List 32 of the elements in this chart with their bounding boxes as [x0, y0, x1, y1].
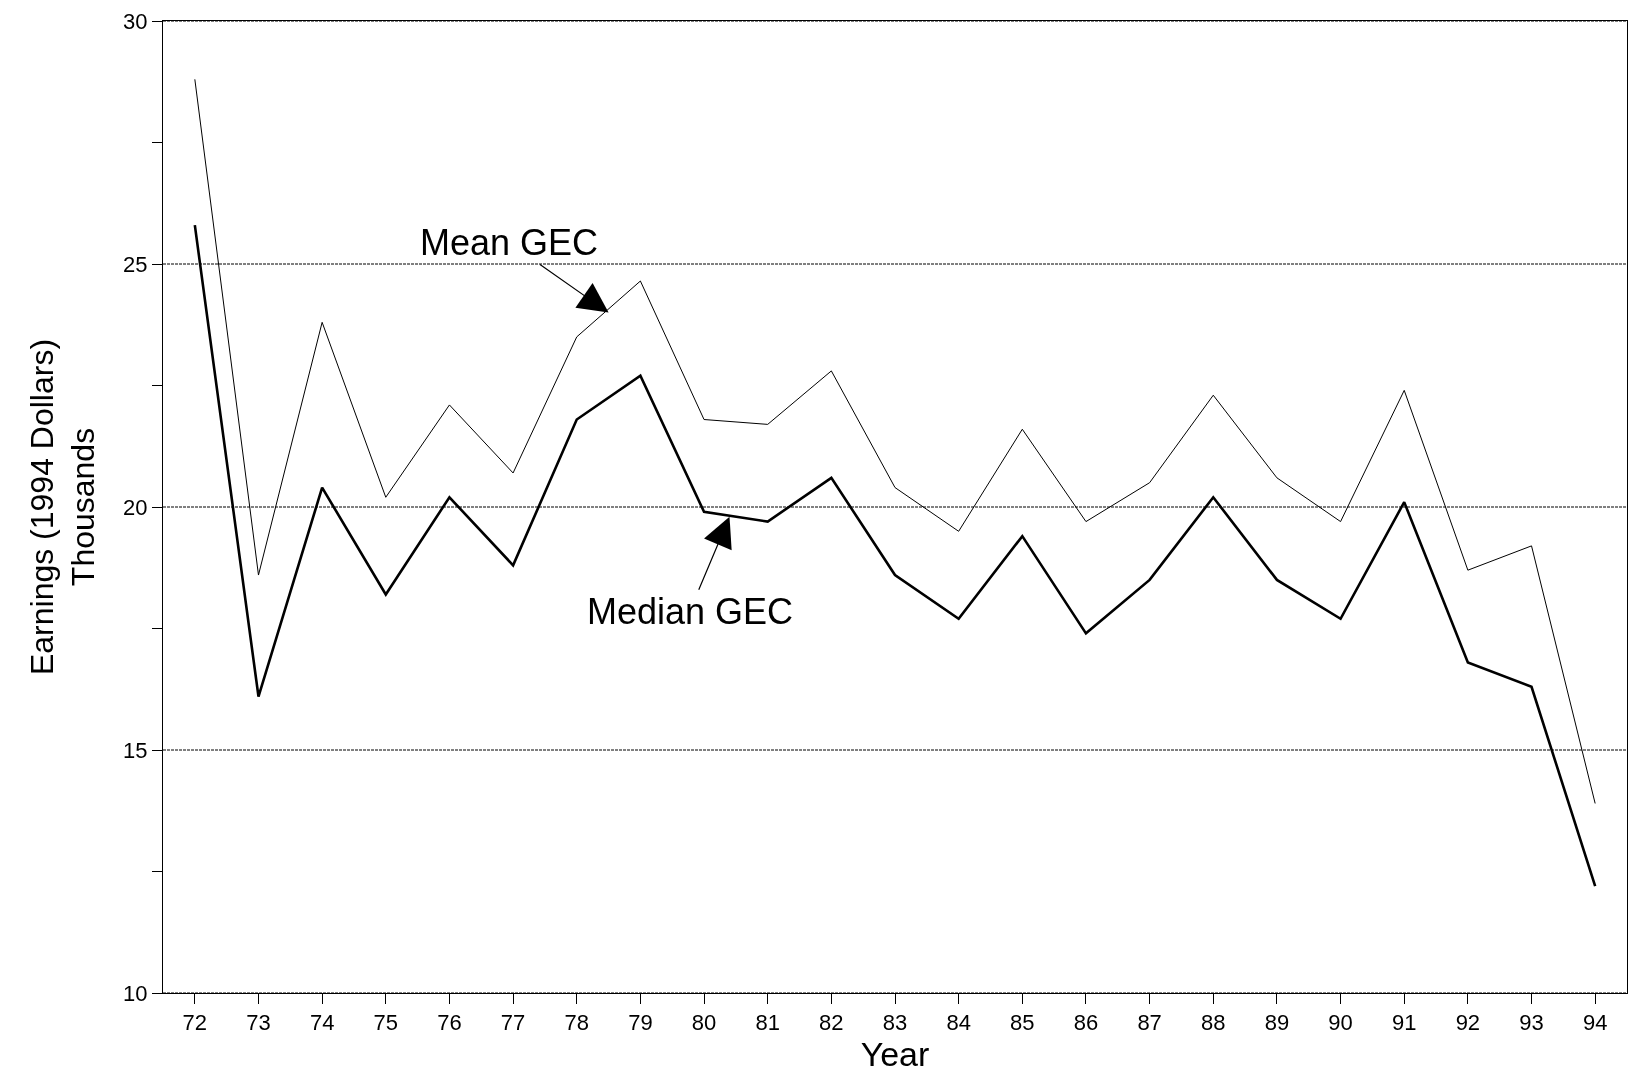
- x-tick-label: 83: [882, 1010, 908, 1036]
- x-tick-label: 86: [1073, 1010, 1099, 1036]
- x-tick-label: 91: [1391, 1010, 1417, 1036]
- x-tick-label: 74: [309, 1010, 335, 1036]
- x-tick-label: 93: [1519, 1010, 1544, 1036]
- y-tick-label: 30: [123, 8, 148, 34]
- x-tick-label: 82: [819, 1010, 844, 1036]
- x-tick-label: 79: [628, 1010, 653, 1036]
- x-tick-label: 76: [437, 1010, 462, 1036]
- x-tick-label: 88: [1201, 1010, 1226, 1036]
- annotation: Mean GEC: [420, 222, 599, 263]
- y-tick-label: 20: [123, 494, 148, 520]
- x-tick-label: 85: [1010, 1010, 1035, 1036]
- x-tick-label: 77: [500, 1010, 526, 1036]
- x-tick-label: 90: [1328, 1010, 1353, 1036]
- annotation: Median GEC: [587, 591, 794, 632]
- x-tick-label: 94: [1582, 1010, 1608, 1036]
- y-axis-title: Earnings (1994 Dollars) Thousands: [23, 338, 102, 676]
- y-tick-label: 10: [123, 980, 148, 1006]
- x-tick-label: 89: [1264, 1010, 1290, 1036]
- x-tick-label: 75: [373, 1010, 399, 1036]
- x-tick-label: 87: [1137, 1010, 1162, 1036]
- x-tick-label: 80: [691, 1010, 717, 1036]
- x-tick-label: 72: [182, 1010, 208, 1036]
- x-tick-label: 81: [755, 1010, 780, 1036]
- y-tick-label: 15: [123, 737, 148, 763]
- x-tick-label: 78: [564, 1010, 589, 1036]
- x-tick-label: 84: [946, 1010, 971, 1036]
- x-axis-title: Year: [860, 1035, 930, 1074]
- x-tick-label: 73: [246, 1010, 271, 1036]
- x-tick-label: 92: [1455, 1010, 1481, 1036]
- y-tick-label: 25: [123, 251, 148, 277]
